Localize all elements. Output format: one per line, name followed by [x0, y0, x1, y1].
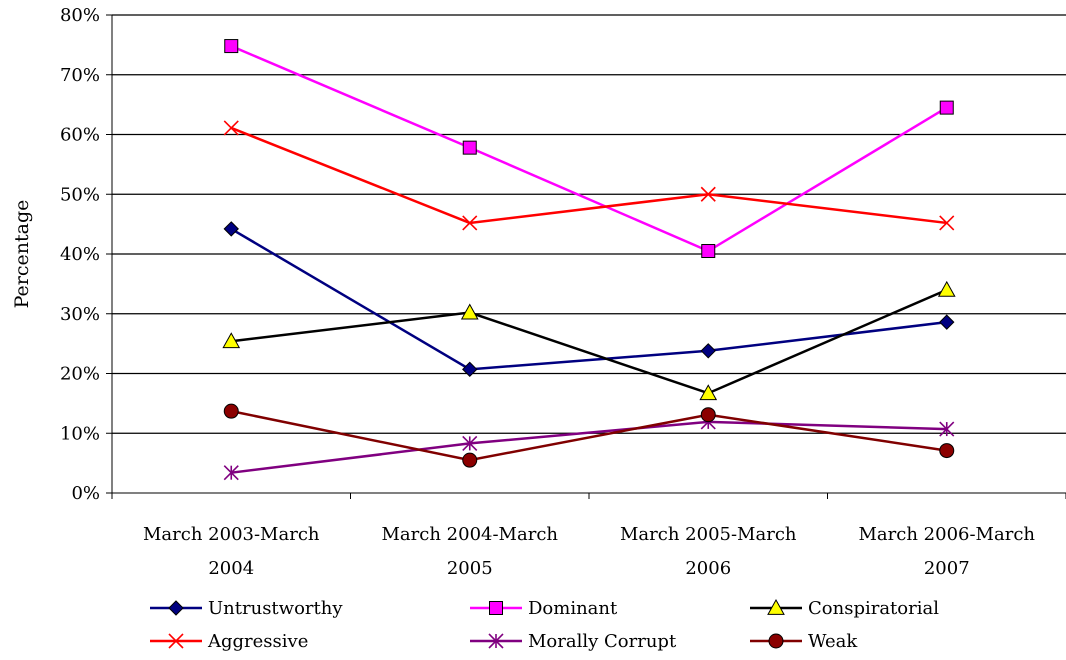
data-point-weak — [223, 403, 239, 419]
legend-item-morally-corrupt: Morally Corrupt — [470, 631, 677, 652]
legend-label: Morally Corrupt — [528, 631, 677, 652]
y-tick-label: 40% — [60, 244, 100, 265]
y-tick-label: 50% — [60, 184, 100, 205]
data-point-dominant — [224, 39, 239, 54]
data-point-morally-corrupt — [939, 421, 955, 437]
series-conspiratorial — [222, 280, 956, 401]
x-tick-label: March 2003-March 2004 — [143, 524, 320, 579]
legend-item-conspiratorial: Conspiratorial — [750, 598, 939, 619]
data-point-weak — [939, 443, 955, 459]
legend-label: Dominant — [528, 598, 618, 619]
legend-marker — [168, 633, 184, 649]
series-lines — [222, 39, 956, 481]
series-line-dominant — [230, 44, 948, 253]
data-point-aggressive — [939, 215, 955, 231]
data-point-aggressive — [223, 120, 239, 136]
data-point-untrustworthy — [223, 221, 239, 237]
data-point-morally-corrupt — [223, 465, 239, 481]
data-point-dominant — [462, 140, 477, 155]
legend-item-untrustworthy: Untrustworthy — [150, 598, 343, 619]
x-tick-label: March 2006-March 2007 — [859, 524, 1036, 579]
data-point-dominant — [939, 100, 954, 115]
y-tick-label: 80% — [60, 5, 100, 26]
axis-labels: Percentage 0% 10% 20% 30% 40% 50% 60% 70% 80% Mar… — [11, 5, 1035, 579]
data-point-conspiratorial — [222, 332, 241, 349]
y-axis-label: Percentage — [11, 200, 33, 309]
y-tick-label: 0% — [71, 483, 100, 504]
legend-marker — [768, 633, 784, 649]
data-point-weak — [462, 452, 478, 468]
legend-item-aggressive: Aggressive — [150, 631, 308, 652]
grid-lines — [112, 14, 1066, 434]
y-tick-label: 20% — [60, 364, 100, 385]
series-line-weak — [230, 409, 947, 462]
legend-marker — [168, 600, 184, 616]
legend-item-weak: Weak — [750, 631, 858, 652]
series-line-untrustworthy — [230, 227, 947, 371]
legend: Untrustworthy Dominant Conspiratorial Aggre… — [150, 598, 939, 652]
legend-marker — [767, 598, 785, 615]
data-point-conspiratorial — [460, 303, 479, 320]
y-tick-label: 70% — [60, 65, 100, 86]
data-point-aggressive — [700, 186, 716, 202]
y-tick-label: 30% — [60, 304, 100, 325]
legend-label: Conspiratorial — [808, 598, 939, 619]
y-tick-label: 10% — [60, 423, 100, 444]
data-point-morally-corrupt — [462, 435, 478, 451]
data-point-untrustworthy — [462, 361, 478, 378]
data-point-conspiratorial — [699, 384, 718, 401]
series-line-aggressive — [230, 126, 947, 225]
data-point-dominant — [701, 244, 716, 259]
data-point-untrustworthy — [939, 314, 955, 330]
series-untrustworthy — [223, 221, 955, 378]
data-point-conspiratorial — [937, 280, 956, 297]
x-tick-label: March 2005-March 2006 — [620, 524, 797, 579]
legend-label: Weak — [808, 631, 858, 652]
series-weak — [223, 403, 955, 468]
series-line-morally-corrupt — [231, 420, 947, 474]
series-aggressive — [223, 120, 955, 231]
data-point-aggressive — [462, 215, 478, 231]
legend-label: Aggressive — [207, 631, 308, 652]
series-morally-corrupt — [223, 414, 955, 481]
legend-marker — [488, 633, 504, 649]
data-point-weak — [700, 407, 716, 423]
series-dominant — [224, 39, 954, 259]
legend-item-dominant: Dominant — [470, 598, 618, 619]
legend-marker — [489, 601, 503, 615]
axes — [106, 14, 1066, 499]
series-line-conspiratorial — [231, 288, 948, 395]
y-tick-label: 60% — [60, 125, 100, 146]
data-point-untrustworthy — [700, 343, 716, 359]
x-tick-label: March 2004-March 2005 — [382, 524, 559, 579]
legend-label: Untrustworthy — [208, 598, 343, 619]
